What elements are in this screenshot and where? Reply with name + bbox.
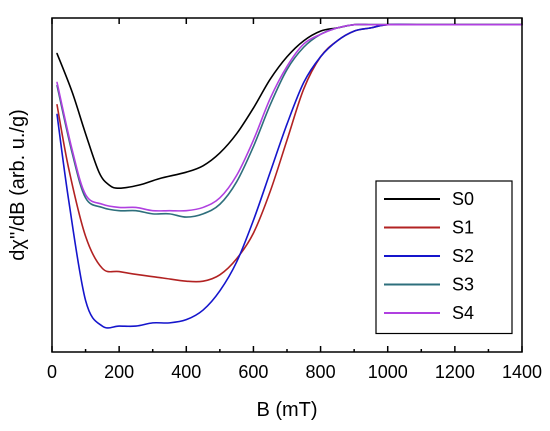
legend-box xyxy=(375,180,513,335)
x-tick-label: 1200 xyxy=(435,362,475,382)
legend-label-s3: S3 xyxy=(452,275,474,295)
x-tick-label: 200 xyxy=(104,362,134,382)
x-tick-label: 1400 xyxy=(502,362,542,382)
series-line-s0 xyxy=(56,23,523,190)
axes-layer: 0 200 400 600 800 1000 1200 1400 xyxy=(47,17,542,382)
legend-label-s4: S4 xyxy=(452,303,474,323)
legend-label-s1: S1 xyxy=(452,218,474,238)
series-line-s4 xyxy=(56,23,523,212)
x-tick-label: 600 xyxy=(238,362,268,382)
x-tick-label: 1000 xyxy=(368,362,408,382)
x-tick-label: 0 xyxy=(47,362,57,382)
y-axis-title: dχ''/dB (arb. u./g) xyxy=(7,109,29,261)
x-tick-label: 800 xyxy=(306,362,336,382)
x-tick-label: 400 xyxy=(171,362,201,382)
legend-label-s0: S0 xyxy=(452,189,474,209)
legend-label-s2: S2 xyxy=(452,246,474,266)
legend: S0 S1 S2 S3 S4 xyxy=(375,180,513,335)
series-layer xyxy=(56,23,523,329)
x-axis-title: B (mT) xyxy=(256,399,317,421)
